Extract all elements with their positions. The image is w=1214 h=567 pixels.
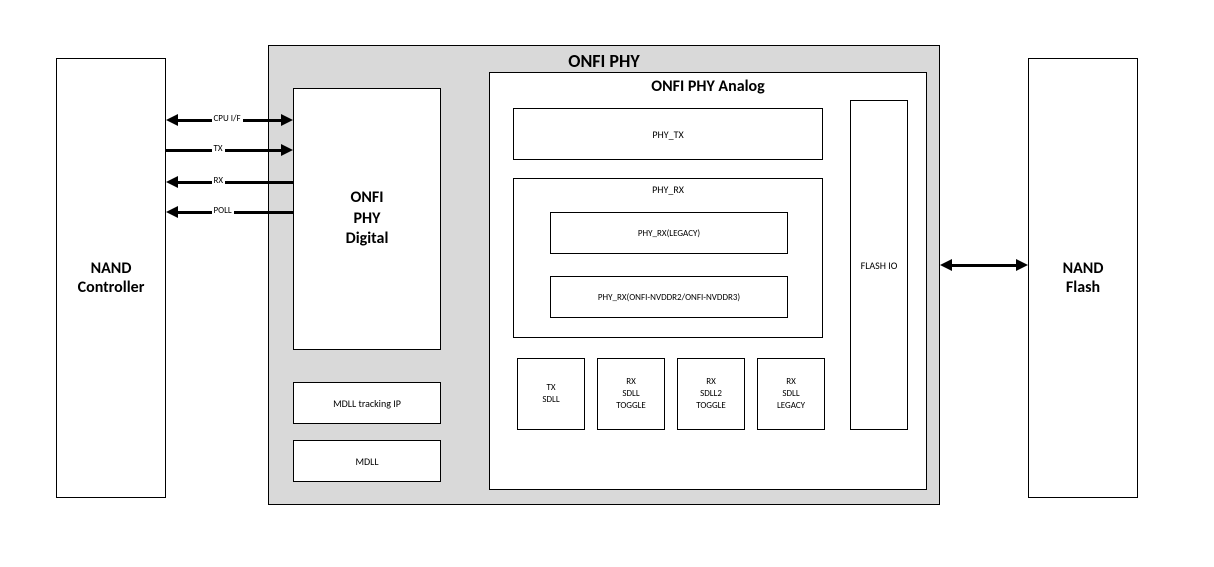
mdll-tracking-label: MDLL tracking IP bbox=[333, 397, 401, 410]
arrow-poll-line bbox=[178, 211, 293, 214]
phy-rx-nvddr-block: PHY_RX(ONFI-NVDDR2/ONFI-NVDDR3) bbox=[550, 276, 788, 318]
nand-controller-label: NAND Controller bbox=[78, 259, 145, 297]
mdll-tracking-block: MDLL tracking IP bbox=[293, 382, 441, 424]
arrow-flashio-nand-head-right bbox=[1016, 259, 1028, 271]
onfi-phy-title: ONFI PHY bbox=[568, 50, 639, 72]
onfi-phy-digital-label: ONFI PHY Digital bbox=[346, 188, 389, 250]
mdll-block: MDLL bbox=[293, 440, 441, 482]
rx-sdll2-toggle-label: RX SDLL2 TOGGLE bbox=[696, 376, 726, 411]
arrow-cpu-if-label: CPU I/F bbox=[212, 113, 243, 124]
arrow-tx-head-right bbox=[281, 144, 293, 156]
nand-flash-label: NAND Flash bbox=[1063, 259, 1104, 297]
phy-tx-label: PHY_TX bbox=[652, 128, 683, 141]
arrow-rx-head-left bbox=[166, 176, 178, 188]
arrow-cpu-if-head-right bbox=[281, 114, 293, 126]
arrow-tx-label: TX bbox=[212, 143, 225, 154]
rx-sdll-legacy-label: RX SDLL LEGACY bbox=[777, 376, 805, 411]
rx-sdll-legacy-block: RX SDLL LEGACY bbox=[757, 358, 825, 430]
tx-sdll-label: TX SDLL bbox=[542, 382, 559, 405]
arrow-poll-label: POLL bbox=[212, 205, 234, 216]
phy-rx-legacy-block: PHY_RX(LEGACY) bbox=[550, 212, 788, 254]
phy-rx-title: PHY_RX bbox=[652, 183, 684, 196]
flash-io-block: FLASH IO bbox=[850, 100, 908, 430]
arrow-rx-label: RX bbox=[212, 175, 226, 186]
onfi-phy-analog-title: ONFI PHY Analog bbox=[651, 77, 764, 96]
phy-rx-legacy-label: PHY_RX(LEGACY) bbox=[638, 228, 700, 239]
mdll-label: MDLL bbox=[355, 455, 378, 468]
arrow-rx-line bbox=[178, 181, 293, 184]
onfi-phy-digital-block: ONFI PHY Digital bbox=[293, 88, 441, 350]
rx-sdll2-toggle-block: RX SDLL2 TOGGLE bbox=[677, 358, 745, 430]
phy-rx-nvddr-label: PHY_RX(ONFI-NVDDR2/ONFI-NVDDR3) bbox=[598, 292, 740, 303]
flash-io-label: FLASH IO bbox=[861, 259, 898, 272]
arrow-poll-head-left bbox=[166, 206, 178, 218]
phy-tx-block: PHY_TX bbox=[513, 108, 823, 160]
nand-flash-block: NAND Flash bbox=[1028, 58, 1138, 498]
nand-controller-block: NAND Controller bbox=[56, 58, 166, 498]
arrow-flashio-nand-head-left bbox=[940, 259, 952, 271]
rx-sdll-toggle-label: RX SDLL TOGGLE bbox=[616, 376, 646, 411]
tx-sdll-block: TX SDLL bbox=[517, 358, 585, 430]
arrow-cpu-if-head-left bbox=[166, 114, 178, 126]
arrow-flashio-nand-line bbox=[952, 264, 1016, 267]
rx-sdll-toggle-block: RX SDLL TOGGLE bbox=[597, 358, 665, 430]
